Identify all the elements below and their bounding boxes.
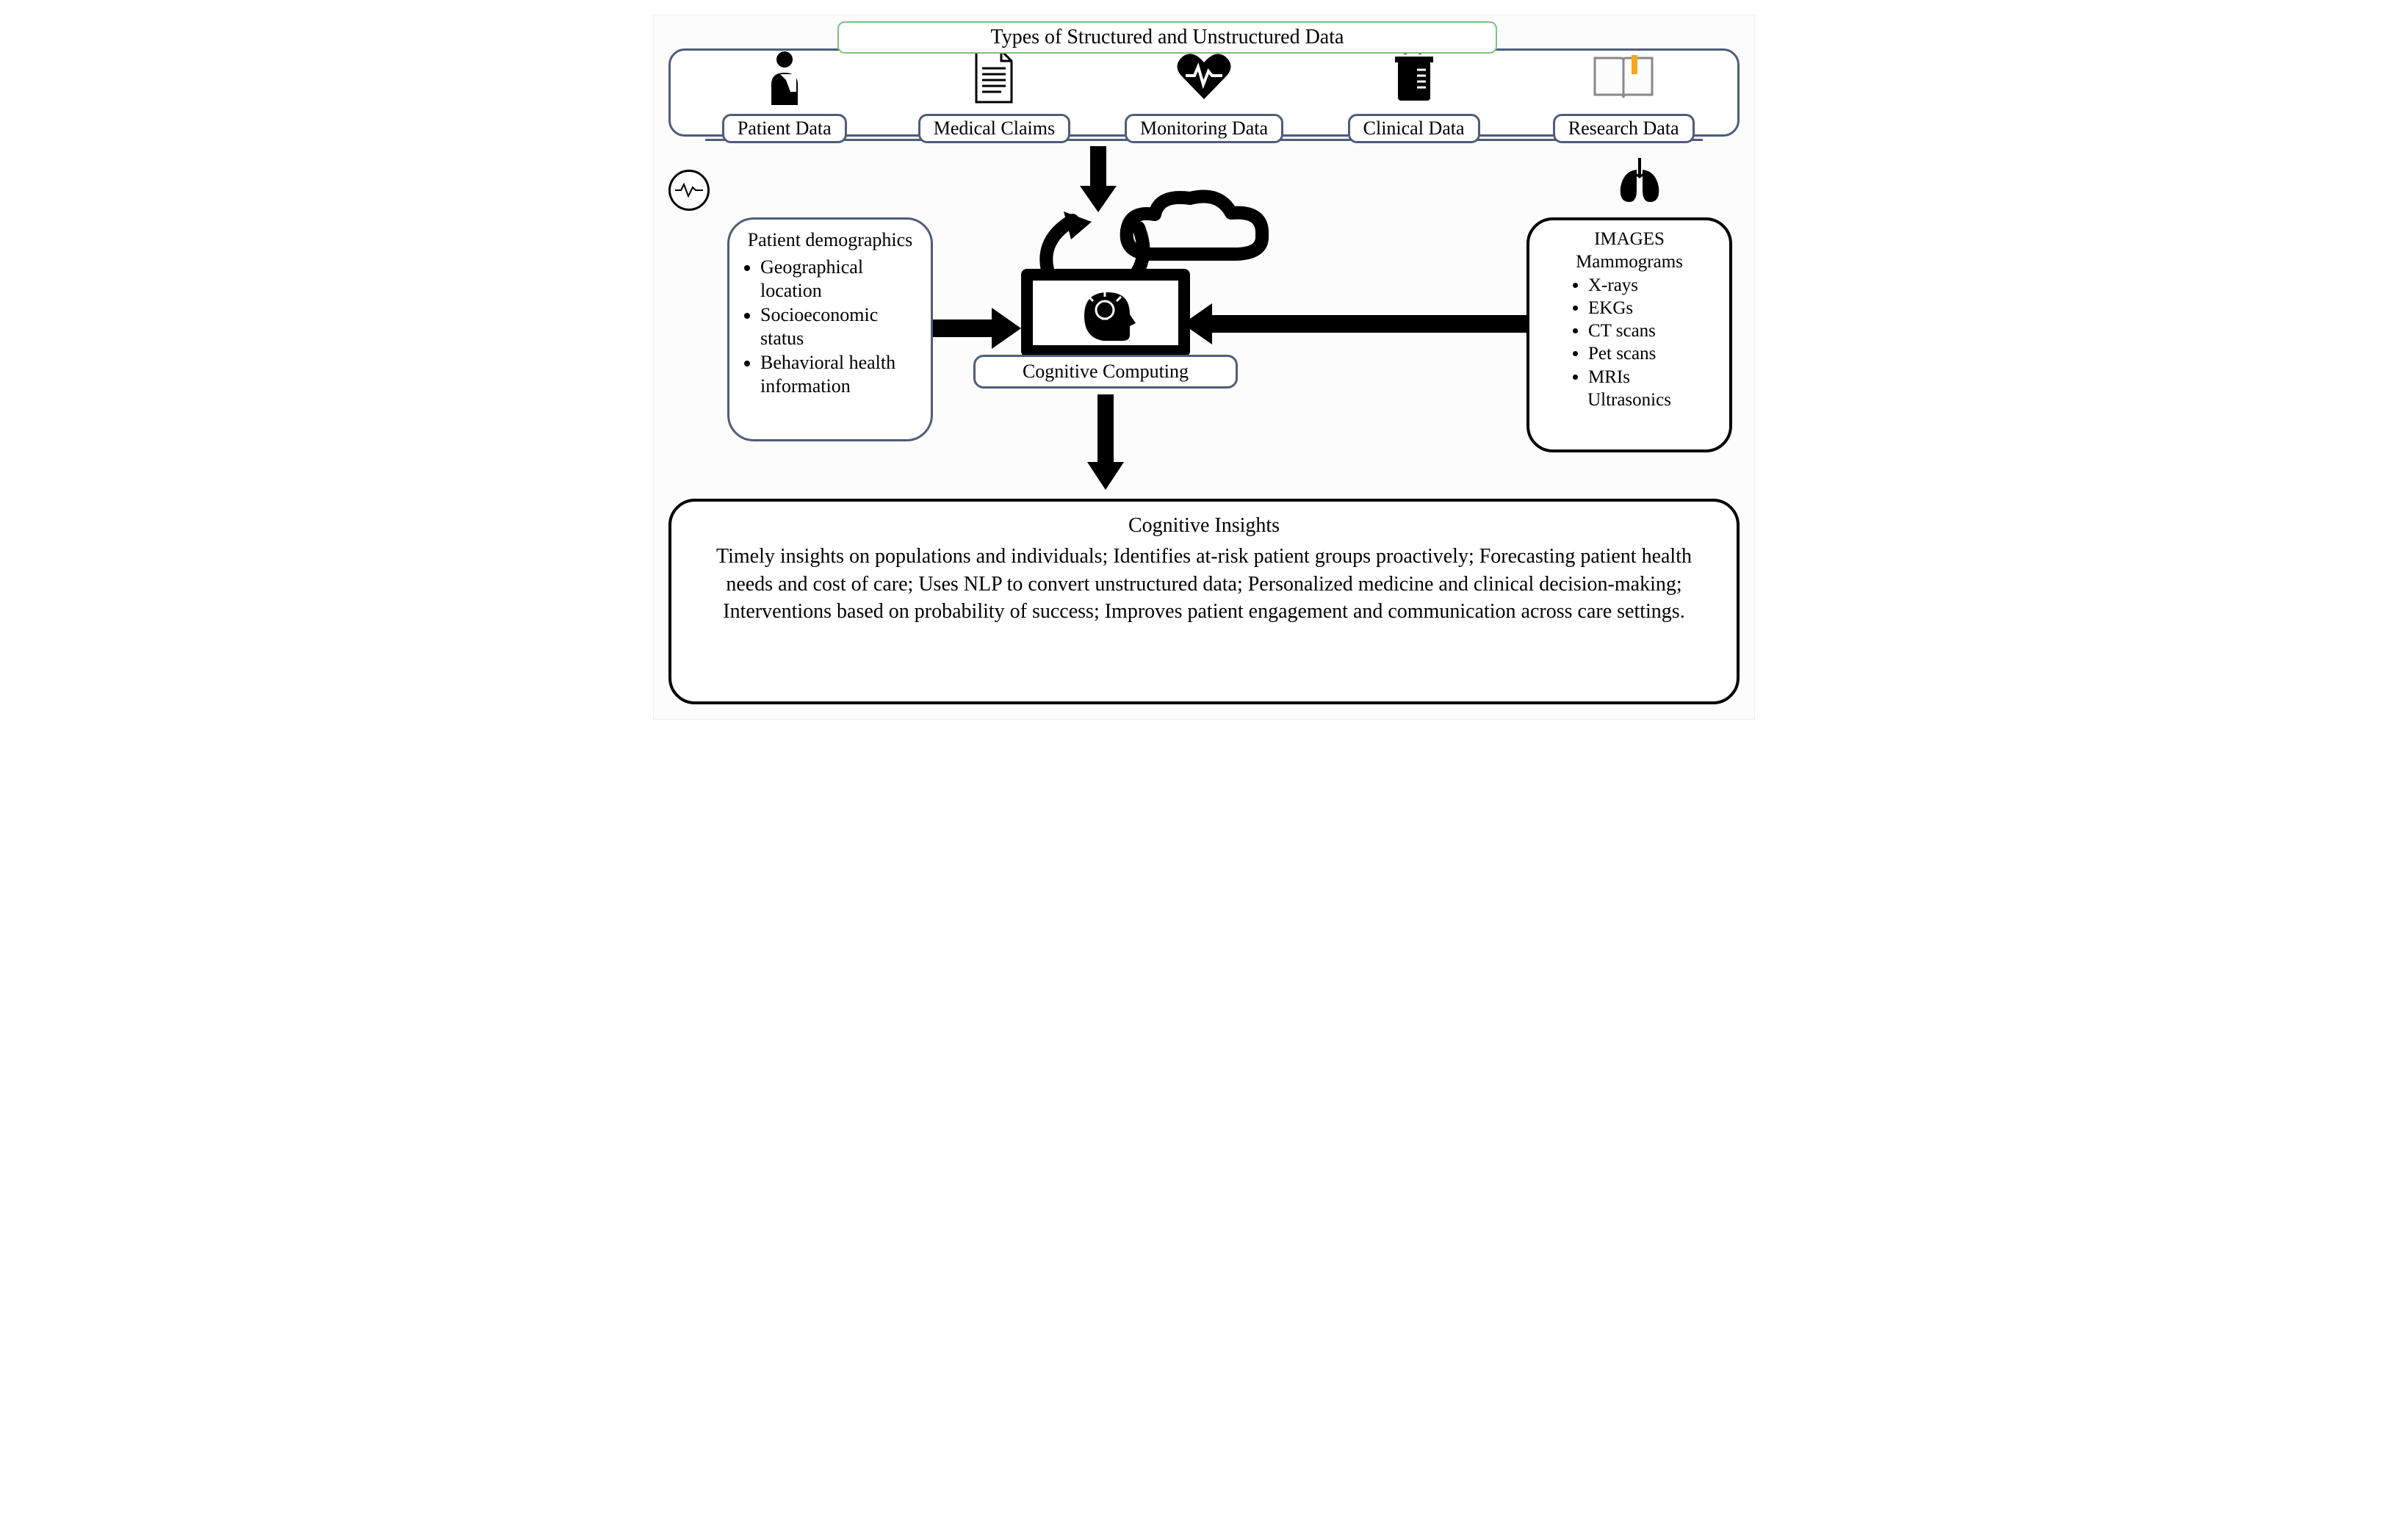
cognitive-computing-diagram: Types of Structured and Unstructured Dat… bbox=[653, 15, 1755, 720]
document-icon bbox=[972, 48, 1016, 105]
type-label: Monitoring Data bbox=[1125, 114, 1283, 143]
type-clinical-data: Clinical Data bbox=[1314, 48, 1513, 134]
diagram-title: Types of Structured and Unstructured Dat… bbox=[837, 21, 1497, 54]
heart-pulse-icon bbox=[1175, 48, 1233, 105]
type-monitoring-data: Monitoring Data bbox=[1104, 48, 1303, 134]
lungs-icon bbox=[1613, 155, 1666, 219]
right-box-bullets: X-rays EKGs CT scans Pet scans MRIs bbox=[1535, 274, 1723, 389]
right-box-footer: Ultrasonics bbox=[1535, 389, 1723, 411]
left-bullet: Geographical location bbox=[760, 256, 920, 303]
cognitive-computing-label: Cognitive Computing bbox=[973, 355, 1238, 389]
insights-body: Timely insights on populations and indiv… bbox=[692, 543, 1716, 626]
right-box-heading1: IMAGES bbox=[1535, 228, 1723, 250]
left-box-bullets: Geographical location Socioeconomic stat… bbox=[740, 256, 920, 399]
cc-label-text: Cognitive Computing bbox=[1023, 361, 1189, 383]
type-label: Patient Data bbox=[722, 114, 847, 143]
type-label: Research Data bbox=[1553, 114, 1695, 143]
arrow-left-from-right-box bbox=[1183, 303, 1528, 344]
type-medical-claims: Medical Claims bbox=[895, 48, 1094, 134]
type-label: Medical Claims bbox=[918, 114, 1070, 143]
right-bullet: X-rays bbox=[1588, 274, 1723, 297]
type-patient-data: Patient Data bbox=[685, 48, 884, 134]
right-bullet: EKGs bbox=[1588, 297, 1723, 319]
arrow-right-from-left-box bbox=[933, 308, 1021, 349]
left-box-heading: Patient demographics bbox=[740, 228, 920, 253]
images-box: IMAGES Mammograms X-rays EKGs CT scans P… bbox=[1526, 217, 1732, 452]
patient-demographics-box: Patient demographics Geographical locati… bbox=[727, 217, 933, 441]
type-label: Clinical Data bbox=[1348, 114, 1480, 143]
beaker-icon bbox=[1391, 48, 1438, 105]
data-types-row: Patient Data Medical Claims bbox=[668, 48, 1740, 137]
right-bullet: CT scans bbox=[1588, 319, 1723, 342]
right-bullet: Pet scans bbox=[1588, 342, 1723, 365]
insights-title: Cognitive Insights bbox=[692, 512, 1716, 540]
book-icon bbox=[1592, 48, 1655, 105]
pulse-badge-icon bbox=[668, 170, 710, 211]
right-bullet: MRIs bbox=[1588, 366, 1723, 389]
arrow-down-from-types bbox=[1080, 146, 1117, 212]
left-bullet: Socioeconomic status bbox=[760, 303, 920, 351]
right-box-heading2: Mammograms bbox=[1535, 250, 1723, 273]
type-research-data: Research Data bbox=[1524, 48, 1723, 134]
arrow-down-to-insights bbox=[1087, 394, 1124, 490]
left-bullet: Behavioral health information bbox=[760, 351, 920, 399]
cognitive-insights-box: Cognitive Insights Timely insights on po… bbox=[668, 499, 1740, 704]
title-text: Types of Structured and Unstructured Dat… bbox=[991, 26, 1344, 49]
patient-icon bbox=[758, 48, 811, 105]
